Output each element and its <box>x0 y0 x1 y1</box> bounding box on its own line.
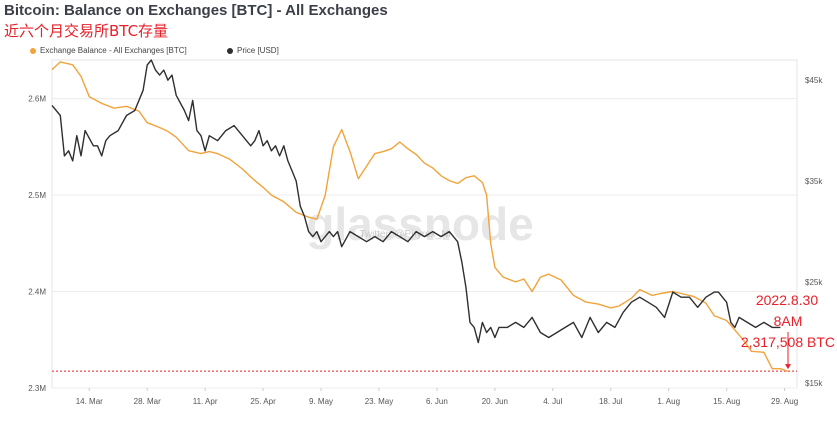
y-right-tick-label: $35k <box>805 177 823 186</box>
x-tick-label: 15. Aug <box>713 397 740 406</box>
legend-label-price: Price [USD] <box>237 46 279 55</box>
y-left-tick-label: 2.4M <box>28 288 46 297</box>
y-left-tick-label: 2.6M <box>28 95 46 104</box>
x-tick-label: 4. Jul <box>543 397 562 406</box>
y-right-tick-label: $15k <box>805 379 823 388</box>
annotation-date: 2022.8.30 <box>756 292 818 308</box>
y-right-tick-label: $45k <box>805 76 823 85</box>
annotation-value: 2,317,508 BTC <box>741 334 835 350</box>
watermark-handle: Twitter: @Phyrex_Ni <box>359 229 450 240</box>
annotation-arrow-icon <box>785 364 791 370</box>
x-tick-label: 14. Mar <box>76 397 103 406</box>
x-tick-label: 6. Jun <box>426 397 448 406</box>
x-tick-label: 25. Apr <box>250 397 276 406</box>
legend-dot-price-icon <box>227 47 233 54</box>
page-title: Bitcoin: Balance on Exchanges [BTC] - Al… <box>4 2 388 19</box>
legend-item-price[interactable]: Price [USD] <box>227 46 279 55</box>
x-tick-label: 28. Mar <box>134 397 161 406</box>
x-tick-label: 9. May <box>309 397 333 406</box>
chart-svg: 2.3M 2.4M 2.5M 2.6M $15k $25k $35k $45k 14. Mar 2… <box>28 59 835 406</box>
y-left-tick-label: 2.5M <box>28 191 46 200</box>
page-subtitle: 近六个月交易所BTC存量 <box>4 22 169 40</box>
legend-dot-balance-icon <box>30 47 36 54</box>
x-tick-label: 29. Aug <box>771 397 798 406</box>
y-left-tick-label: 2.3M <box>28 384 46 393</box>
series-line-price <box>51 59 781 344</box>
x-tick-label: 18. Jul <box>599 397 623 406</box>
legend-item-balance[interactable]: Exchange Balance - All Exchanges [BTC] <box>30 46 187 55</box>
annotation-time: 8AM <box>774 313 803 329</box>
x-tick-label: 20. Jun <box>482 397 508 406</box>
series-line-balance <box>51 61 789 373</box>
y-right-tick-label: $25k <box>805 278 823 287</box>
legend-label-balance: Exchange Balance - All Exchanges [BTC] <box>40 46 187 55</box>
x-tick-label: 11. Apr <box>193 397 218 406</box>
chart-panel: Exchange Balance - All Exchanges [BTC] P… <box>0 40 837 430</box>
x-tick-label: 23. May <box>365 397 393 406</box>
x-tick-label: 1. Aug <box>657 397 680 406</box>
